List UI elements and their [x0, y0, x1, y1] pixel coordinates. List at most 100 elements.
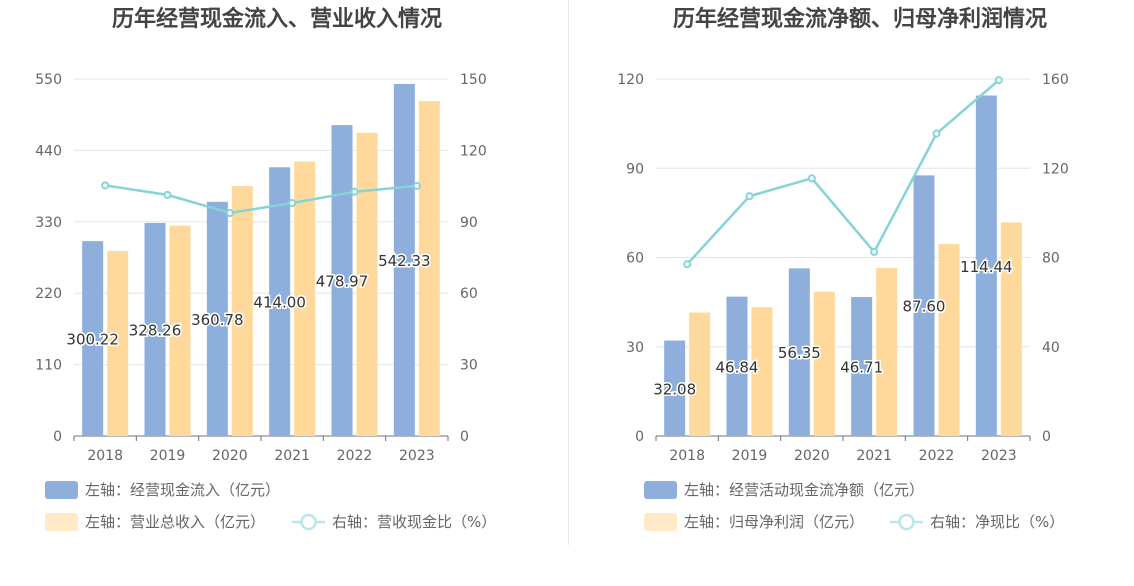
chart-netcash-profit-svg: 历年经营现金流净额、归母净利润情况 0 30 60 90 120 0 40 80 120 160 2… — [617, 6, 1069, 531]
line-series — [686, 79, 1000, 266]
line-point — [163, 190, 172, 199]
bar-secondary — [169, 225, 191, 436]
x-tick-label: 2023 — [981, 448, 1017, 464]
x-tick-label: 2021 — [856, 448, 892, 464]
line-point — [745, 192, 754, 201]
data-label: 87.60 — [903, 298, 946, 316]
bar-secondary — [813, 291, 835, 436]
panel-divider — [568, 0, 569, 545]
y-right-tick-label: 150 — [460, 72, 487, 88]
legend-line-marker — [300, 513, 317, 531]
data-label: 542.33 — [378, 252, 431, 270]
line-point — [807, 174, 816, 183]
data-label: 414.00 — [253, 294, 306, 312]
legend-swatch — [45, 513, 78, 531]
line-point — [683, 260, 692, 269]
y-right-tick-label: 120 — [1042, 161, 1069, 177]
x-tick-label: 2019 — [732, 448, 768, 464]
x-tick-label: 2018 — [669, 448, 705, 464]
data-label: 114.44 — [960, 258, 1013, 276]
y-left-tick-label: 120 — [617, 72, 644, 88]
bar-primary — [851, 297, 873, 436]
legend-label: 右轴：营收现金比（%） — [332, 513, 496, 531]
legend-label: 左轴：归母净利润（亿元） — [684, 513, 864, 531]
chart-cashflow-revenue: 历年经营现金流入、营业收入情况 0 110 220 330 440 550 0 30 60 90 1… — [0, 0, 568, 582]
bar-primary — [206, 201, 228, 436]
y-right-tick-label: 40 — [1042, 340, 1060, 356]
y-left-tick-label: 550 — [35, 72, 62, 88]
legend-label: 左轴：营业总收入（亿元） — [85, 513, 265, 531]
bar-primary — [144, 222, 166, 436]
line-series — [104, 184, 417, 215]
y-right-tick-label: 120 — [460, 143, 487, 159]
bar-primary — [331, 125, 353, 437]
y-left-tick-label: 0 — [635, 429, 644, 445]
x-tick-label: 2021 — [274, 448, 310, 464]
line-point — [994, 76, 1003, 85]
y-left-tick-label: 440 — [35, 143, 62, 159]
legend-swatch — [45, 481, 78, 499]
x-tick-label: 2022 — [919, 448, 955, 464]
chart-netcash-profit: 历年经营现金流净额、归母净利润情况 0 30 60 90 120 0 40 80 120 160 2… — [570, 0, 1134, 582]
bar-primary — [393, 83, 415, 437]
y-left-tick-label: 30 — [626, 340, 644, 356]
bar-secondary — [689, 312, 711, 436]
y-left-tick-label: 0 — [53, 429, 62, 445]
chart-title: 历年经营现金流净额、归母净利润情况 — [673, 6, 1047, 32]
data-label: 328.26 — [129, 321, 182, 339]
data-label: 360.78 — [191, 311, 244, 329]
y-left-tick-label: 330 — [35, 215, 62, 231]
legend-swatch — [644, 513, 677, 531]
bar-secondary — [938, 244, 960, 436]
x-tick-label: 2023 — [399, 448, 435, 464]
data-label: 300.22 — [66, 331, 119, 349]
legend-line-marker — [898, 513, 915, 531]
chart-title: 历年经营现金流入、营业收入情况 — [112, 6, 442, 32]
y-left-tick-label: 60 — [626, 251, 644, 267]
line-point — [412, 181, 421, 190]
y-left-tick-label: 220 — [35, 286, 62, 302]
y-right-tick-label: 0 — [460, 429, 469, 445]
data-label: 46.71 — [840, 359, 883, 377]
line-point — [932, 129, 941, 138]
y-right-tick-label: 80 — [1042, 251, 1060, 267]
x-tick-label: 2019 — [150, 448, 186, 464]
y-right-tick-label: 60 — [460, 286, 478, 302]
x-tick-label: 2020 — [212, 448, 248, 464]
y-right-tick-label: 30 — [460, 358, 478, 374]
y-right-tick-label: 160 — [1042, 72, 1069, 88]
bar-primary — [726, 296, 748, 436]
bar-secondary — [107, 251, 129, 436]
data-label: 32.08 — [653, 380, 696, 398]
y-right-tick-label: 0 — [1042, 429, 1051, 445]
bar-secondary — [294, 161, 316, 436]
line-point — [350, 187, 359, 196]
data-label: 478.97 — [316, 273, 369, 291]
bar-primary — [269, 167, 291, 436]
x-tick-label: 2022 — [337, 448, 373, 464]
data-label: 46.84 — [716, 358, 759, 376]
bar-secondary — [876, 267, 898, 436]
line-point — [288, 198, 297, 207]
x-tick-label: 2018 — [87, 448, 123, 464]
line-point — [225, 208, 234, 217]
chart-cashflow-revenue-svg: 历年经营现金流入、营业收入情况 0 110 220 330 440 550 0 30 60 90 1… — [35, 6, 496, 531]
y-right-tick-label: 90 — [460, 215, 478, 231]
bar-secondary — [356, 132, 378, 436]
line-point — [101, 181, 110, 190]
legend-label: 左轴：经营活动现金流净额（亿元） — [684, 481, 924, 499]
line-point — [870, 247, 879, 256]
legend-label: 左轴：经营现金流入（亿元） — [85, 481, 280, 499]
bar-primary — [82, 241, 104, 436]
bar-primary — [664, 340, 686, 436]
bar-secondary — [231, 186, 253, 436]
legend-swatch — [644, 481, 677, 499]
bar-secondary — [418, 101, 440, 436]
bar-primary — [975, 95, 997, 436]
bar-secondary — [1000, 222, 1022, 436]
legend-label: 右轴：净现比（%） — [930, 513, 1064, 531]
x-tick-label: 2020 — [794, 448, 830, 464]
bar-primary — [788, 268, 810, 436]
y-left-tick-label: 90 — [626, 161, 644, 177]
data-label: 56.35 — [778, 344, 821, 362]
